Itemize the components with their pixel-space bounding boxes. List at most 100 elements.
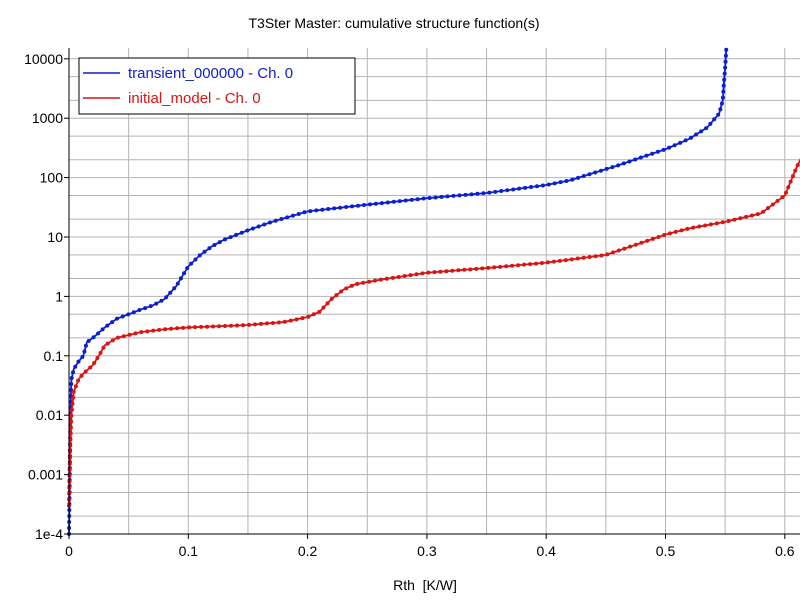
series-point-transient bbox=[475, 191, 480, 196]
series-point-initial bbox=[738, 216, 743, 221]
series-point-initial bbox=[253, 322, 257, 327]
series-point-transient bbox=[391, 199, 396, 204]
series-point-initial bbox=[193, 325, 198, 330]
series-point-initial bbox=[235, 323, 240, 328]
series-point-initial bbox=[199, 324, 204, 329]
series-point-initial bbox=[270, 320, 275, 325]
series-point-transient bbox=[86, 338, 91, 343]
series-point-initial bbox=[468, 267, 473, 272]
series-point-initial bbox=[414, 272, 419, 277]
series-point-transient bbox=[223, 237, 228, 242]
series-point-transient bbox=[182, 271, 187, 276]
series-point-initial bbox=[551, 259, 556, 264]
series-point-transient bbox=[120, 314, 125, 319]
series-point-transient bbox=[69, 376, 74, 381]
x-tick-label: 0.3 bbox=[417, 543, 437, 559]
series-point-transient bbox=[100, 327, 105, 332]
series-point-transient bbox=[175, 281, 180, 286]
x-tick-label: 0 bbox=[65, 543, 73, 559]
series-point-transient bbox=[217, 240, 222, 245]
series-point-transient bbox=[409, 197, 414, 202]
series-point-initial bbox=[703, 223, 708, 228]
series-point-initial bbox=[344, 286, 349, 291]
series-point-initial bbox=[339, 289, 344, 294]
series-point-transient bbox=[722, 77, 727, 82]
series-point-initial bbox=[187, 325, 192, 330]
series-point-transient bbox=[403, 198, 408, 203]
series-point-initial bbox=[175, 326, 180, 331]
series-point-initial bbox=[264, 321, 269, 326]
series-point-transient bbox=[397, 199, 402, 204]
series-point-transient bbox=[724, 47, 729, 52]
series-point-transient bbox=[505, 188, 510, 193]
series-point-transient bbox=[126, 312, 131, 317]
series-point-initial bbox=[139, 330, 144, 335]
series-point-initial bbox=[384, 276, 389, 281]
y-tick-label: 10000 bbox=[24, 51, 63, 67]
series-point-initial bbox=[306, 314, 311, 319]
series-point-initial bbox=[69, 407, 74, 412]
x-axis-label: Rth [K/W] bbox=[393, 577, 457, 593]
series-point-initial bbox=[790, 174, 795, 179]
series-point-initial bbox=[163, 327, 168, 332]
series-point-transient bbox=[314, 208, 319, 213]
series-point-initial bbox=[599, 253, 604, 258]
series-point-initial bbox=[282, 319, 287, 324]
series-point-transient bbox=[296, 211, 301, 216]
series-point-initial bbox=[229, 323, 234, 328]
series-point-initial bbox=[633, 242, 638, 247]
series-point-transient bbox=[493, 189, 498, 194]
series-point-transient bbox=[202, 249, 207, 254]
series-point-transient bbox=[421, 196, 426, 201]
legend-label-transient: transient_000000 - Ch. 0 bbox=[128, 65, 293, 82]
series-point-transient bbox=[616, 163, 621, 168]
series-point-initial bbox=[205, 324, 210, 329]
series-point-initial bbox=[361, 280, 366, 285]
series-point-initial bbox=[69, 419, 74, 424]
series-point-transient bbox=[511, 187, 516, 192]
series-point-transient bbox=[445, 194, 450, 199]
series-point-initial bbox=[611, 250, 616, 255]
series-point-initial bbox=[534, 261, 539, 266]
series-point-transient bbox=[621, 161, 626, 166]
series-point-initial bbox=[540, 261, 544, 266]
series-point-initial bbox=[70, 401, 75, 406]
x-tick-label: 0.2 bbox=[298, 543, 318, 559]
series-point-initial bbox=[645, 238, 650, 243]
series-point-initial bbox=[569, 257, 574, 262]
series-point-transient bbox=[168, 290, 173, 295]
series-point-initial bbox=[294, 317, 299, 322]
series-point-transient bbox=[570, 177, 575, 182]
series-point-transient bbox=[481, 191, 486, 196]
series-point-initial bbox=[780, 195, 785, 200]
series-point-transient bbox=[587, 172, 592, 177]
series-point-initial bbox=[258, 321, 263, 326]
series-point-initial bbox=[211, 324, 216, 329]
series-point-initial bbox=[145, 329, 150, 334]
series-point-transient bbox=[256, 224, 261, 229]
series-point-transient bbox=[302, 210, 307, 215]
series-point-initial bbox=[744, 214, 749, 219]
series-point-transient bbox=[250, 226, 255, 231]
series-point-initial bbox=[432, 270, 437, 275]
series-point-transient bbox=[672, 143, 677, 148]
series-point-transient bbox=[267, 220, 272, 225]
series-point-transient bbox=[245, 228, 250, 233]
series-point-transient bbox=[82, 349, 87, 354]
series-point-initial bbox=[593, 254, 598, 259]
series-point-initial bbox=[528, 262, 533, 267]
series-point-initial bbox=[795, 163, 800, 168]
series-point-initial bbox=[474, 266, 479, 271]
series-point-initial bbox=[83, 369, 88, 374]
series-layer bbox=[67, 47, 800, 536]
series-point-transient bbox=[564, 179, 569, 184]
series-point-initial bbox=[450, 268, 455, 273]
series-point-initial bbox=[420, 271, 425, 276]
series-point-transient bbox=[712, 117, 717, 122]
series-point-initial bbox=[691, 225, 696, 230]
series-point-transient bbox=[517, 186, 522, 191]
series-point-transient bbox=[76, 359, 81, 364]
series-point-initial bbox=[732, 217, 737, 222]
series-point-transient bbox=[326, 207, 331, 212]
series-point-transient bbox=[463, 192, 468, 197]
